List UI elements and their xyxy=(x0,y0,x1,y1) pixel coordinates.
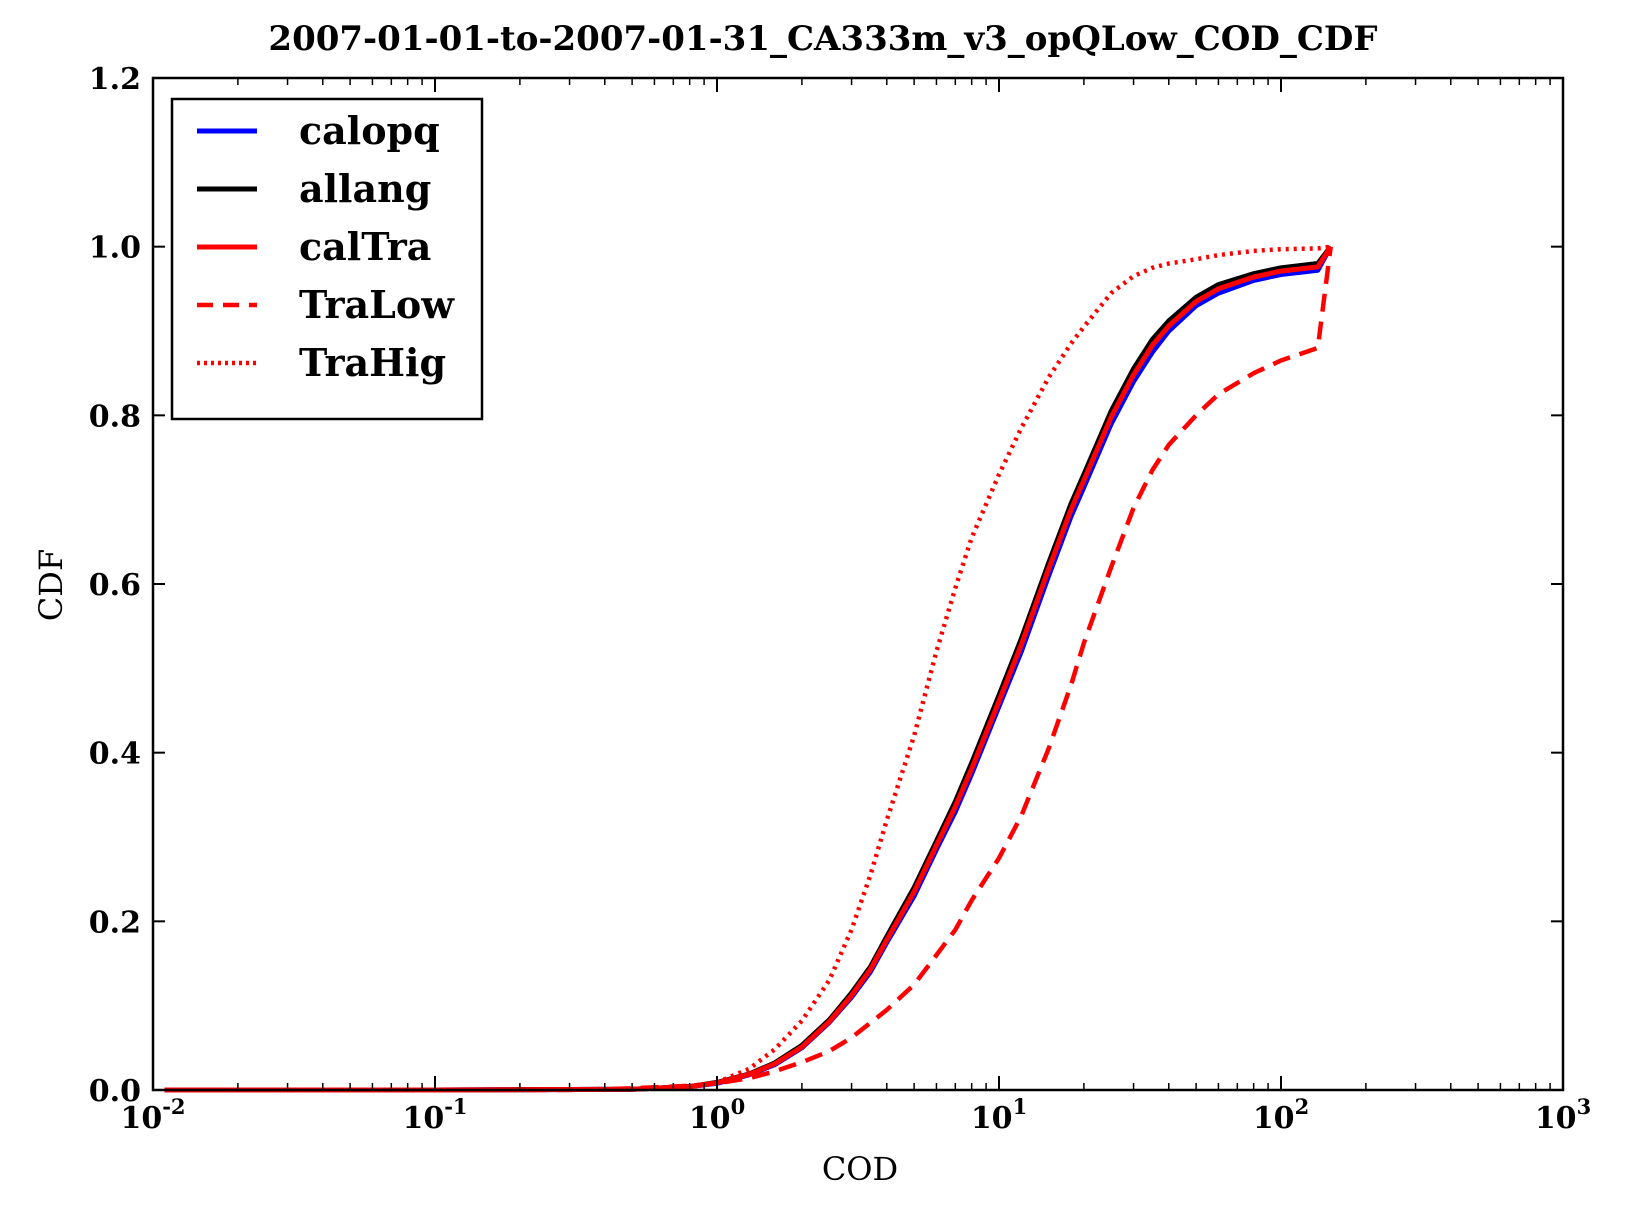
x-axis-label: COD xyxy=(822,1150,898,1188)
legend: calopq allang calTra TraLow TraHig xyxy=(170,97,484,421)
y-tick-label: 0.0 xyxy=(89,1074,141,1109)
legend-label-tralow: TraLow xyxy=(299,282,455,327)
x-tick-label: 101 xyxy=(971,1094,1027,1136)
legend-label-caltra: calTra xyxy=(299,224,431,269)
series-line-caltra xyxy=(164,245,1333,1093)
y-axis-ticks: 0.0 0.2 0.4 0.6 0.8 1.0 1.2 xyxy=(89,62,1563,1109)
series-line-tralow xyxy=(164,246,1333,1093)
x-tick-label: 103 xyxy=(1535,1094,1591,1136)
legend-label-trahig: TraHig xyxy=(299,340,446,385)
x-tick-label: 10-2 xyxy=(120,1094,185,1136)
chart-title: 2007-01-01-to-2007-01-31_CA333m_v3_opQLo… xyxy=(268,19,1377,59)
legend-box xyxy=(170,97,484,421)
x-tick-label: 100 xyxy=(689,1094,745,1136)
y-tick-label: 0.2 xyxy=(89,905,141,940)
x-axis-ticks: 10-2 10-1 100 101 102 103 xyxy=(120,78,1591,1136)
legend-label-allang: allang xyxy=(299,166,431,211)
y-tick-label: 0.4 xyxy=(89,737,141,772)
y-tick-label: 0.6 xyxy=(89,568,141,603)
series-layer xyxy=(164,244,1333,1093)
y-axis-label: CDF xyxy=(32,549,70,621)
y-tick-label: 1.2 xyxy=(89,62,141,97)
y-tick-label: 0.8 xyxy=(89,399,141,434)
x-tick-label: 102 xyxy=(1253,1094,1309,1136)
y-tick-label: 1.0 xyxy=(89,231,141,266)
legend-label-calopq: calopq xyxy=(299,108,440,153)
x-tick-label: 10-1 xyxy=(402,1094,467,1136)
